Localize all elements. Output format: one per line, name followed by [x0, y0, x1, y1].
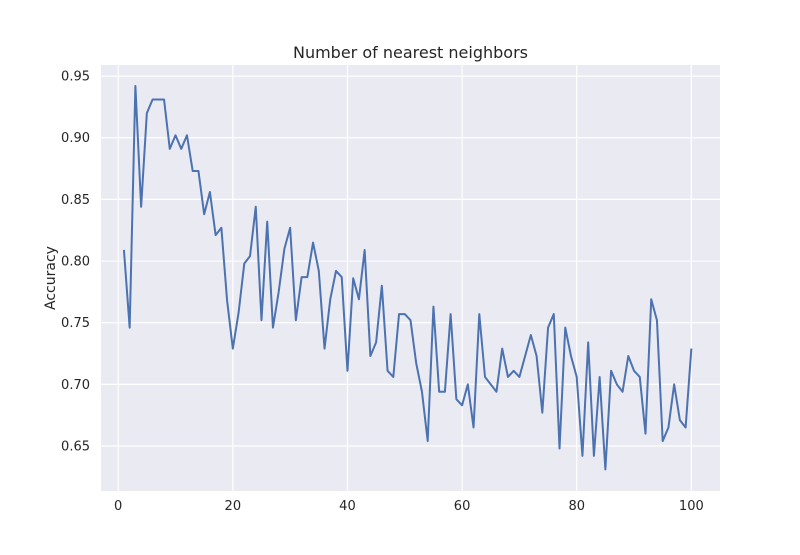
x-tick-label: 60 [454, 499, 471, 514]
x-tick-label: 20 [225, 499, 242, 514]
plot-area [101, 65, 720, 491]
series-layer [122, 84, 693, 471]
y-tick-label: 0.75 [61, 316, 90, 331]
x-tick-label: 100 [679, 499, 704, 514]
y-tick-label: 0.85 [61, 193, 90, 208]
y-axis-label: Accuracy [43, 246, 59, 310]
y-tick-label: 0.90 [61, 131, 90, 146]
chart-title: Number of nearest neighbors [293, 43, 528, 62]
x-gridlines [117, 65, 692, 491]
x-tick-label: 0 [114, 499, 122, 514]
y-tick-label: 0.80 [61, 255, 90, 270]
x-tick-label: 80 [568, 499, 585, 514]
x-tick-label: 40 [339, 499, 356, 514]
y-tick-label: 0.65 [61, 439, 90, 454]
series-line [122, 84, 693, 471]
y-tick-label: 0.95 [61, 70, 90, 85]
y-tick-label: 0.70 [61, 378, 90, 393]
x-tick-labels: 0 20 40 60 80 100 [114, 499, 704, 514]
y-tick-labels: 0.65 0.70 0.75 0.80 0.85 0.90 0.95 [61, 70, 90, 455]
